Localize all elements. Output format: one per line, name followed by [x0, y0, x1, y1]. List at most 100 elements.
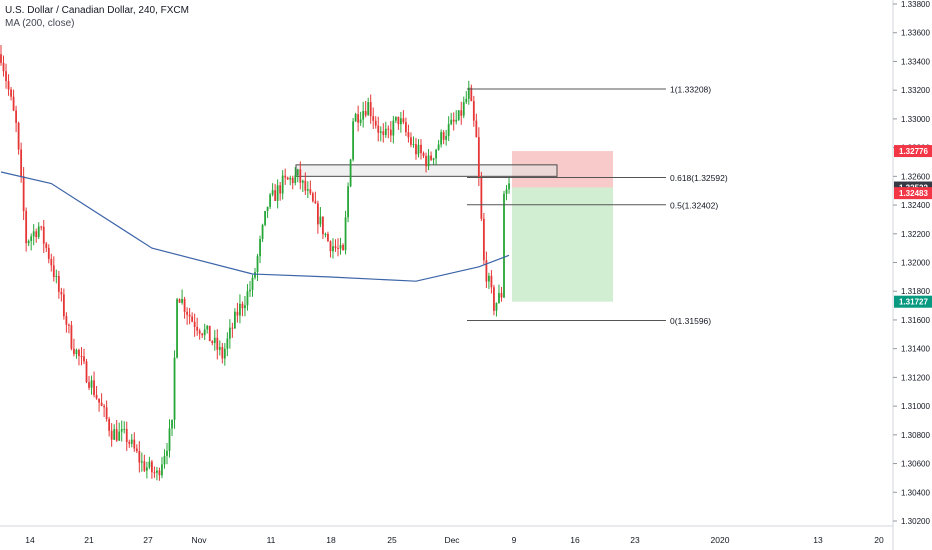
- time-tick-label: 21: [84, 535, 94, 545]
- candle-body: [37, 226, 40, 238]
- candle-body: [475, 120, 478, 138]
- candle-body: [143, 461, 146, 471]
- candle-body: [311, 193, 314, 202]
- price-tick-label: 1.32200: [901, 230, 930, 239]
- candle-body: [161, 464, 163, 476]
- candle-body: [309, 189, 312, 194]
- symbol-title[interactable]: U.S. Dollar / Canadian Dollar, 240, FXCM: [5, 5, 189, 16]
- candle-body: [452, 119, 455, 122]
- candle-body: [327, 233, 329, 242]
- candle-body: [2, 62, 5, 72]
- candle-body: [120, 429, 123, 432]
- price-tick-label: 1.30800: [901, 431, 930, 440]
- candle-body: [213, 337, 216, 343]
- candle-body: [495, 302, 498, 311]
- candle-body: [233, 311, 236, 329]
- moving-average: [0, 171, 510, 282]
- candle-body: [500, 293, 503, 298]
- candle-body: [296, 169, 299, 176]
- candle-body: [291, 177, 294, 184]
- time-tick-label: 18: [326, 535, 336, 545]
- candle-body: [455, 119, 458, 122]
- candle-body: [115, 429, 118, 441]
- candle-body: [228, 327, 231, 339]
- candle-body: [450, 119, 453, 125]
- candle-body: [457, 110, 460, 120]
- candle-body: [183, 298, 186, 312]
- candle-body: [437, 144, 440, 150]
- candle-body: [314, 201, 317, 204]
- candle-body: [52, 265, 55, 277]
- candle-body: [226, 338, 229, 349]
- time-tick-label: 13: [813, 535, 823, 545]
- candle-body: [98, 398, 100, 403]
- candle-body: [420, 144, 422, 154]
- candle-body: [156, 470, 158, 473]
- indicator-label[interactable]: MA (200, close): [5, 18, 75, 29]
- candle-body: [166, 450, 168, 456]
- time-axis[interactable]: 14 21 27 Nov 11 18 25 Dec 9 16 23 2020 13 20: [25, 535, 884, 545]
- candle-body: [505, 189, 508, 194]
- candle-body: [384, 128, 387, 135]
- candle-body: [259, 238, 261, 257]
- candle-body: [362, 110, 365, 120]
- candle-body: [503, 193, 505, 298]
- candle-body: [316, 203, 319, 225]
- candle-body: [40, 226, 43, 228]
- candle-body: [153, 472, 156, 474]
- price-tick-label: 1.31800: [901, 287, 930, 296]
- time-tick-label: 20: [874, 535, 884, 545]
- time-tick-label: 25: [387, 535, 397, 545]
- take-profit-zone[interactable]: [512, 187, 613, 302]
- candle-body: [123, 428, 126, 430]
- candle-body: [218, 347, 221, 350]
- candle-body: [485, 260, 488, 282]
- candle-body: [294, 175, 297, 184]
- candle-body: [379, 131, 382, 133]
- fib-level-label: 0.618(1.32592): [670, 173, 728, 183]
- candle-body: [508, 183, 510, 190]
- candle-body: [12, 96, 15, 111]
- fibonacci-retracement[interactable]: 1(1.33208) 0.618(1.32592) 0.5(1.32402) 0(1.…: [467, 85, 728, 327]
- candle-body: [206, 325, 209, 330]
- candle-body: [256, 256, 259, 273]
- candle-body: [22, 176, 25, 211]
- candle-body: [251, 277, 254, 290]
- time-tick-label: 9: [512, 535, 517, 545]
- fib-level-label: 0.5(1.32402): [670, 200, 718, 210]
- candle-body: [125, 428, 128, 443]
- time-tick-label: 11: [267, 535, 276, 545]
- candle-body: [5, 71, 7, 82]
- time-tick-label: Nov: [191, 535, 207, 545]
- candle-body: [171, 419, 173, 429]
- candle-body: [357, 114, 360, 123]
- price-tick-label: 1.33400: [901, 57, 930, 66]
- candle-body: [65, 316, 68, 325]
- candle-body: [181, 298, 183, 303]
- candle-body: [113, 429, 116, 440]
- candle-body: [399, 118, 402, 125]
- candle-body: [193, 321, 196, 327]
- candle-body: [498, 293, 500, 303]
- candle-body: [417, 144, 420, 155]
- candle-body: [196, 326, 199, 331]
- candle-body: [186, 311, 189, 315]
- candle-body: [108, 418, 111, 431]
- candle-body: [211, 341, 214, 343]
- candle-body: [324, 233, 327, 235]
- price-tick-label: 1.30200: [901, 517, 930, 526]
- candle-body: [42, 226, 45, 244]
- candle-body: [35, 231, 38, 238]
- candles: [0, 45, 510, 481]
- price-tick-label: 1.33200: [901, 86, 930, 95]
- candle-body: [389, 129, 392, 136]
- candle-body: [387, 128, 390, 130]
- candle-body: [412, 144, 415, 146]
- candle-body: [103, 405, 106, 408]
- candle-body: [145, 467, 148, 471]
- candle-body: [377, 125, 380, 133]
- candle-body: [100, 402, 103, 406]
- candle-body: [477, 137, 480, 178]
